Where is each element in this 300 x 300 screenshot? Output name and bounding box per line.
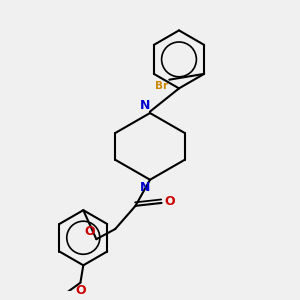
Text: O: O (75, 284, 86, 297)
Text: O: O (164, 195, 175, 208)
Text: Br: Br (155, 81, 168, 91)
Text: N: N (140, 181, 150, 194)
Text: O: O (84, 225, 95, 238)
Text: N: N (140, 99, 150, 112)
